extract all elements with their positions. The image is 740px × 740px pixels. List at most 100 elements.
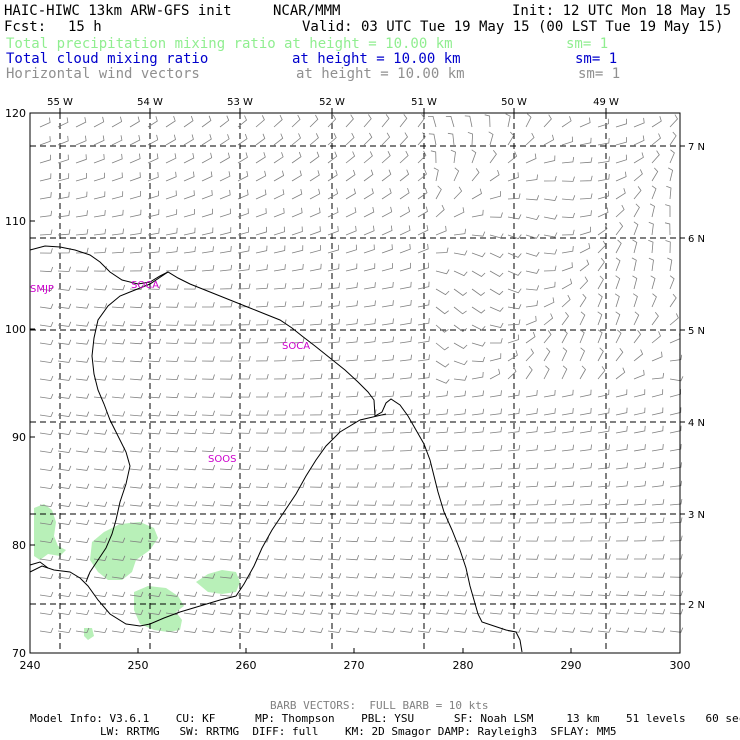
wind-barb <box>435 609 450 615</box>
wind-barb <box>201 227 214 236</box>
wind-barb <box>543 155 556 164</box>
wind-barb <box>75 266 89 272</box>
wind-barb <box>255 500 269 507</box>
wind-barb <box>327 114 337 128</box>
wind-barb <box>309 263 322 272</box>
wind-barb <box>39 117 51 128</box>
coastline <box>29 561 49 569</box>
wind-barb <box>57 501 72 507</box>
wind-barb <box>93 591 108 597</box>
wind-barb <box>543 365 550 380</box>
wind-barb <box>129 501 144 507</box>
wind-barb <box>489 233 504 239</box>
wind-barb <box>57 247 71 254</box>
wind-barb <box>147 392 162 399</box>
wind-barb <box>219 627 234 633</box>
wind-barb <box>219 246 232 254</box>
wind-barb <box>381 500 395 506</box>
wind-barb <box>309 114 319 128</box>
wind-barb <box>597 499 611 506</box>
wind-barb <box>327 188 339 200</box>
wind-barb <box>237 227 249 236</box>
wind-barb <box>669 517 683 524</box>
wind-barb <box>219 227 232 236</box>
wind-barb <box>651 389 664 398</box>
wind-barb <box>633 572 647 578</box>
wind-barb <box>183 153 195 164</box>
wind-barb <box>345 591 360 597</box>
wind-barb <box>615 188 626 200</box>
wind-barb <box>669 627 684 633</box>
wind-barb <box>417 445 431 452</box>
wind-barb <box>291 114 301 128</box>
wind-barb <box>417 390 431 398</box>
wind-barb <box>633 444 646 452</box>
wind-barb <box>579 535 593 542</box>
wind-barb <box>433 167 439 182</box>
wind-barb <box>615 329 622 344</box>
wind-barb <box>345 609 360 615</box>
wind-barb <box>201 482 216 489</box>
wind-barb <box>507 481 521 488</box>
wind-barb <box>255 446 269 452</box>
wind-barb <box>327 391 341 398</box>
wind-barb <box>75 191 88 200</box>
wind-barb <box>399 225 411 236</box>
wind-barb <box>273 337 287 344</box>
wind-barb <box>399 244 411 254</box>
wind-barb <box>273 152 284 164</box>
wind-barb <box>273 319 287 326</box>
wind-barb <box>489 191 501 200</box>
wind-barb <box>579 407 592 416</box>
wind-barb <box>417 372 430 380</box>
wind-barb <box>183 464 198 471</box>
wind-barb <box>669 462 682 470</box>
wind-barb <box>147 537 162 543</box>
wind-barb <box>525 517 539 524</box>
wind-barb <box>237 264 250 272</box>
wind-barb <box>273 609 288 615</box>
wind-barb <box>597 173 610 182</box>
wind-barb <box>111 302 126 309</box>
wind-barb <box>165 115 176 128</box>
wind-barb <box>651 590 665 597</box>
coastlines <box>29 245 523 653</box>
wind-barb <box>165 284 179 290</box>
wind-barb <box>111 153 123 164</box>
wind-barb <box>597 444 610 452</box>
wind-barb <box>561 554 575 560</box>
wind-barb <box>75 229 89 236</box>
wind-barb <box>309 188 321 200</box>
wind-barb <box>345 373 359 380</box>
wind-barb <box>668 167 674 182</box>
wind-barb <box>147 190 159 200</box>
wind-barb <box>381 445 395 452</box>
wind-barb <box>111 555 126 561</box>
wind-barb <box>435 536 449 542</box>
wind-barb <box>363 263 376 272</box>
wind-barb <box>489 627 504 633</box>
wind-barb <box>219 301 233 308</box>
wind-barb <box>670 554 683 560</box>
wind-barb <box>219 410 233 416</box>
wind-barb <box>237 446 251 452</box>
wind-barb <box>507 536 521 542</box>
wind-barb <box>381 391 395 398</box>
lat-label: 3 N <box>688 510 705 521</box>
wind-barb <box>237 152 248 164</box>
y-tick-label: 100 <box>5 323 26 336</box>
wind-barb <box>399 409 413 416</box>
wind-barb <box>327 226 339 236</box>
wind-barb <box>111 209 124 218</box>
wind-barb <box>561 262 573 272</box>
x-tick-label: 260 <box>236 659 257 672</box>
wind-barb <box>75 247 89 254</box>
wind-barb <box>237 464 251 471</box>
wind-barb <box>57 154 69 164</box>
wind-barb <box>579 137 592 146</box>
wind-barb <box>489 536 503 542</box>
wind-barb <box>75 627 90 634</box>
wind-barb <box>435 378 450 384</box>
wind-barb <box>345 355 359 362</box>
wind-barb <box>39 229 53 236</box>
